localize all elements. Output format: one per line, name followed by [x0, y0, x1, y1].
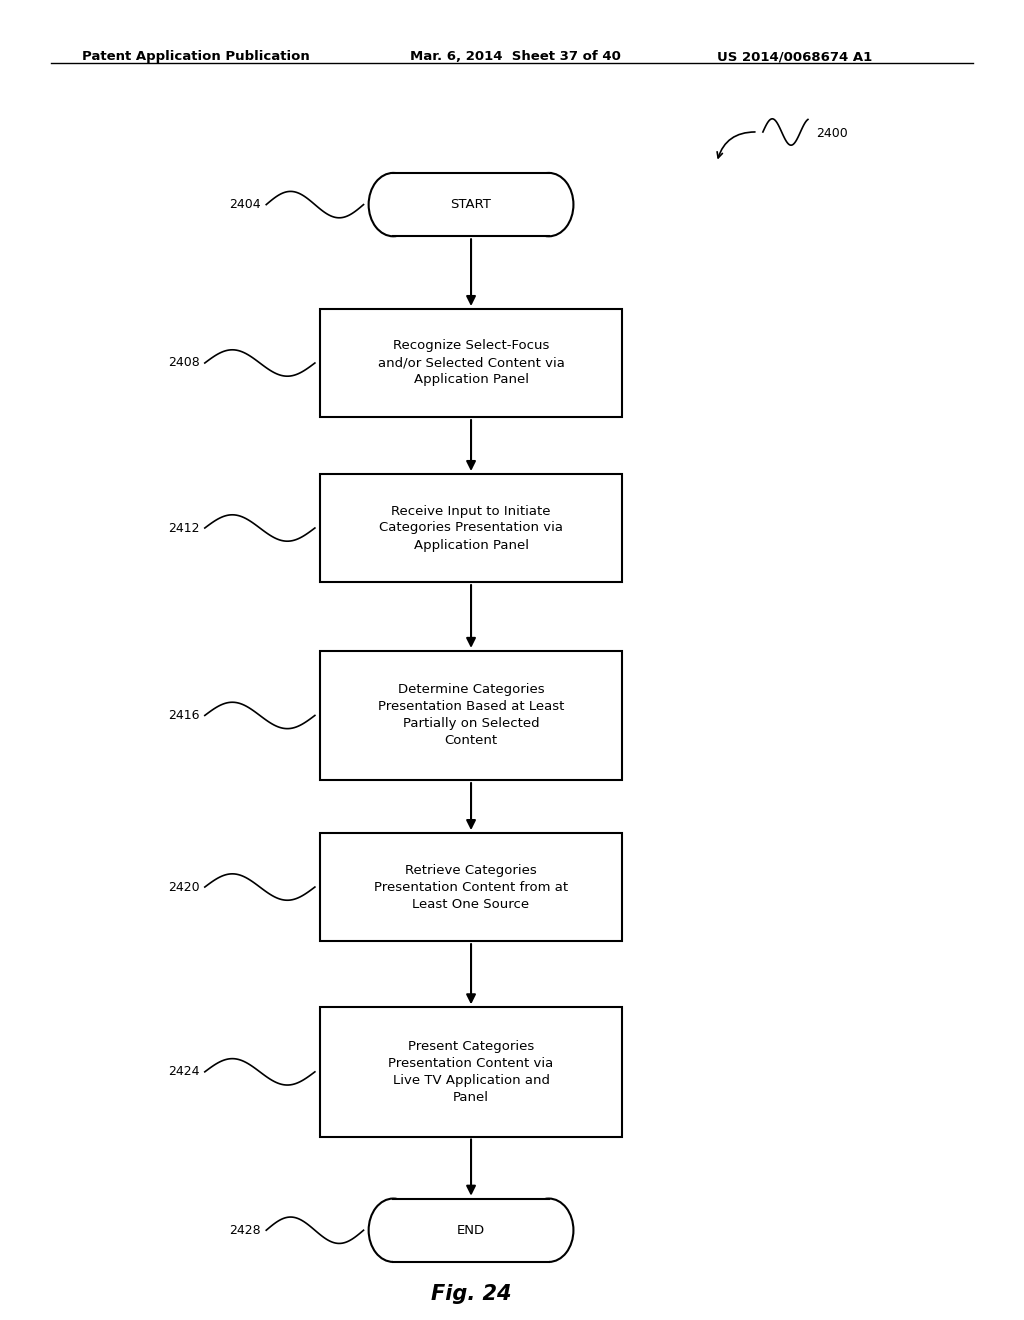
- Bar: [319, 474, 622, 582]
- Text: Determine Categories
Presentation Based at Least
Partially on Selected
Content: Determine Categories Presentation Based …: [378, 684, 564, 747]
- Text: START: START: [451, 198, 492, 211]
- Ellipse shape: [369, 173, 418, 236]
- Ellipse shape: [369, 1199, 418, 1262]
- Text: US 2014/0068674 A1: US 2014/0068674 A1: [717, 50, 872, 63]
- Text: Patent Application Publication: Patent Application Publication: [82, 50, 309, 63]
- Text: Receive Input to Initiate
Categories Presentation via
Application Panel: Receive Input to Initiate Categories Pre…: [379, 504, 563, 552]
- Bar: [319, 833, 622, 941]
- Text: Recognize Select-Focus
and/or Selected Content via
Application Panel: Recognize Select-Focus and/or Selected C…: [378, 339, 564, 387]
- Text: Retrieve Categories
Presentation Content from at
Least One Source: Retrieve Categories Presentation Content…: [374, 863, 568, 911]
- Bar: [393, 1199, 549, 1262]
- Bar: [393, 173, 549, 236]
- Ellipse shape: [524, 173, 573, 236]
- Text: 2420: 2420: [168, 880, 200, 894]
- Bar: [319, 309, 622, 417]
- Text: 2400: 2400: [816, 127, 848, 140]
- Text: END: END: [457, 1224, 485, 1237]
- Text: Fig. 24: Fig. 24: [431, 1284, 511, 1304]
- Text: Present Categories
Presentation Content via
Live TV Application and
Panel: Present Categories Presentation Content …: [388, 1040, 554, 1104]
- Bar: [319, 1007, 622, 1137]
- Text: 2424: 2424: [168, 1065, 200, 1078]
- Text: 2404: 2404: [229, 198, 261, 211]
- Text: 2412: 2412: [168, 521, 200, 535]
- Text: 2416: 2416: [168, 709, 200, 722]
- Bar: [319, 651, 622, 780]
- Text: 2428: 2428: [229, 1224, 261, 1237]
- Text: Mar. 6, 2014  Sheet 37 of 40: Mar. 6, 2014 Sheet 37 of 40: [410, 50, 621, 63]
- Text: 2408: 2408: [168, 356, 200, 370]
- Ellipse shape: [524, 1199, 573, 1262]
